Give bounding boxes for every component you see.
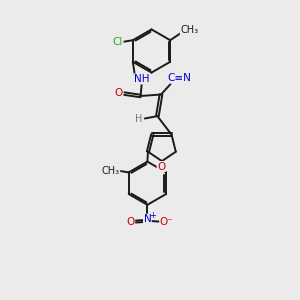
Text: +: + bbox=[149, 211, 156, 220]
Text: CH₃: CH₃ bbox=[180, 25, 199, 35]
Text: O⁻: O⁻ bbox=[160, 217, 173, 226]
Text: Cl: Cl bbox=[112, 37, 123, 47]
Text: CH₃: CH₃ bbox=[102, 166, 120, 176]
Text: H: H bbox=[135, 113, 142, 124]
Text: C≡N: C≡N bbox=[167, 73, 191, 83]
Text: N: N bbox=[143, 214, 151, 224]
Text: NH: NH bbox=[134, 74, 149, 84]
Text: O: O bbox=[127, 217, 135, 226]
Text: O: O bbox=[157, 161, 165, 172]
Text: O: O bbox=[115, 88, 123, 98]
